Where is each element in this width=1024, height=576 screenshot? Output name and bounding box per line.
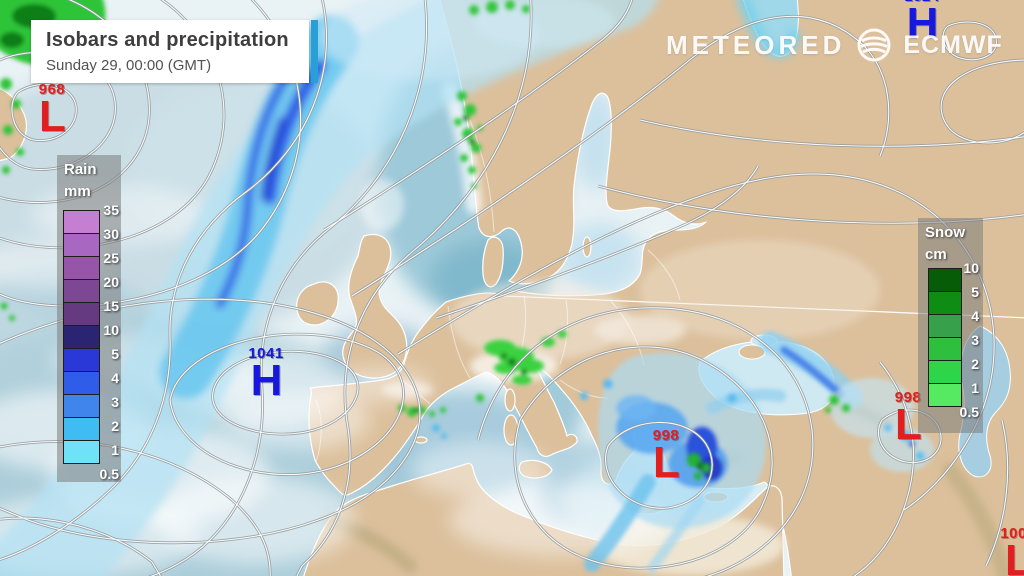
snow-scale-label: 2: [971, 356, 979, 372]
rain-scale-box: [63, 256, 100, 280]
pressure-value: 998: [652, 427, 680, 444]
rain-scale-label: 15: [103, 298, 119, 314]
snow-scale-label: 1: [971, 380, 979, 396]
pressure-value: 1003: [1000, 525, 1024, 542]
rain-scale-box: [63, 325, 100, 349]
snow-legend-title: Snow: [925, 224, 965, 241]
pressure-center-low-998-caucasus: 998 L: [882, 390, 934, 447]
pressure-value: 998: [894, 389, 922, 406]
pressure-value: 1024: [896, 0, 948, 4]
rain-scale-box: [63, 210, 100, 234]
snow-legend: Snow cm 10 5 4 3 2 1 0.5: [918, 218, 983, 433]
pressure-letter: L: [895, 400, 922, 449]
pressure-center-high-1041: 1041 H: [240, 346, 292, 403]
ecmwf-logo-icon: [857, 28, 891, 62]
snow-scale-label: 0.5: [959, 404, 979, 420]
rain-scale-label: 0.5: [99, 466, 119, 482]
rain-scale-box: [63, 348, 100, 372]
rain-scale-label: 10: [103, 322, 119, 338]
snow-scale-box: [928, 314, 962, 338]
pressure-letter: L: [39, 92, 66, 141]
meteored-logo: METEORED: [666, 29, 846, 60]
page-title: Isobars and precipitation: [46, 29, 289, 51]
pressure-center-low-968: 968 L: [26, 82, 78, 139]
rain-scale-label: 3: [111, 394, 119, 410]
snow-scale-box: [928, 383, 962, 407]
rain-scale-label: 35: [103, 202, 119, 218]
snow-scale-box: [928, 268, 962, 292]
snow-scale-box: [928, 360, 962, 384]
rain-legend-unit: mm: [64, 183, 91, 200]
rain-scale-box: [63, 279, 100, 303]
rain-scale-box: [63, 417, 100, 441]
pressure-letter: H: [250, 356, 283, 405]
rain-scale-label: 4: [111, 370, 119, 386]
rain-scale-box: [63, 394, 100, 418]
snow-color-scale: [928, 268, 962, 407]
rain-scale-label: 20: [103, 274, 119, 290]
pressure-center-low-998-aegean: 998 L: [640, 428, 692, 485]
pressure-letter: H: [906, 0, 939, 48]
pressure-letter: L: [653, 438, 680, 487]
branding: METEORED ECMWF: [666, 28, 1003, 62]
rain-legend-title: Rain: [64, 161, 97, 178]
rain-scale-label: 5: [111, 346, 119, 362]
rain-scale-box: [63, 233, 100, 257]
snow-scale-label: 10: [963, 260, 979, 276]
rain-scale-box: [63, 371, 100, 395]
snow-scale-box: [928, 291, 962, 315]
snow-scale-label: 3: [971, 332, 979, 348]
timestamp: Sunday 29, 00:00 (GMT): [46, 57, 212, 74]
snow-scale-box: [928, 337, 962, 361]
rain-scale-label: 2: [111, 418, 119, 434]
rain-scale-box: [63, 302, 100, 326]
pressure-letter: L: [1005, 536, 1024, 576]
map-title-panel: Isobars and precipitation Sunday 29, 00:…: [31, 20, 309, 83]
rain-scale-box: [63, 440, 100, 464]
pressure-value: 968: [38, 81, 66, 98]
rain-color-scale: [63, 210, 100, 464]
title-accent-bar: [311, 20, 318, 83]
snow-legend-unit: cm: [925, 246, 947, 263]
pressure-value: 1041: [248, 345, 284, 362]
snow-scale-label: 5: [971, 284, 979, 300]
rain-legend: Rain mm 35 30 25 20 15 10 5 4 3 2 1 0.5: [57, 155, 121, 482]
pressure-center-low-1003: 1003 L: [992, 526, 1024, 576]
ecmwf-logo-text: ECMWF: [903, 30, 1003, 59]
rain-scale-label: 25: [103, 250, 119, 266]
pressure-center-high-1024: 1024 H: [896, 0, 948, 46]
rain-scale-label: 1: [111, 442, 119, 458]
snow-scale-label: 4: [971, 308, 979, 324]
rain-scale-label: 30: [103, 226, 119, 242]
